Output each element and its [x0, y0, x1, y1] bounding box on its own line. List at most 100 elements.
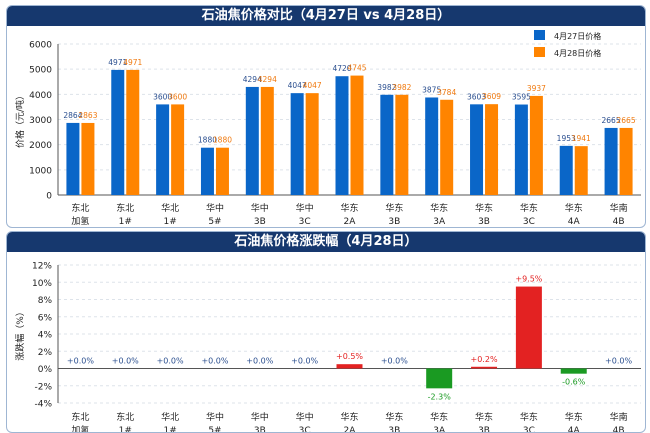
- data-label: +0.2%: [471, 355, 498, 364]
- x-tick-label: 华东: [520, 411, 538, 423]
- bar: [66, 122, 80, 195]
- y-tick-label: 2%: [38, 348, 53, 358]
- x-tick-label: 华东: [565, 202, 583, 214]
- bar: [425, 97, 439, 195]
- data-label: 3595: [512, 93, 531, 102]
- x-tick-label: 5#: [208, 217, 221, 227]
- y-tick-label: 12%: [32, 262, 52, 272]
- x-tick-label: 3C: [523, 426, 535, 432]
- x-tick-label: 华东: [340, 202, 358, 214]
- data-label: +9.5%: [515, 275, 542, 284]
- y-axis-label: 价格（元/吨）: [14, 91, 26, 148]
- x-tick-label: 1#: [163, 217, 176, 227]
- x-tick-label: 华中: [206, 411, 224, 423]
- bar: [350, 75, 364, 195]
- bar: [426, 368, 453, 389]
- legend-label: 4月27日价格: [554, 31, 601, 41]
- y-tick-label: -4%: [34, 400, 52, 410]
- price-comparison-chart: 0100020003000400050006000东北加氢东北1#华北1#华中5…: [14, 30, 641, 227]
- data-label: 1941: [572, 134, 591, 143]
- data-label: +0.0%: [291, 357, 318, 366]
- data-label: 3603: [467, 92, 486, 101]
- y-axis-label: 涨跌幅（%）: [14, 307, 26, 361]
- data-label: +0.0%: [67, 357, 94, 366]
- y-tick-label: 0: [46, 192, 52, 202]
- data-label: 3784: [437, 88, 456, 97]
- data-label: 3982: [377, 83, 396, 92]
- x-tick-label: 华北: [161, 411, 179, 423]
- x-tick-label: 加氢: [71, 215, 89, 227]
- bar: [559, 145, 573, 195]
- bar: [514, 104, 528, 195]
- x-tick-label: 华东: [475, 411, 493, 423]
- x-tick-label: 4B: [613, 217, 625, 227]
- data-label: 2863: [78, 111, 97, 120]
- bar: [485, 104, 499, 195]
- bar: [200, 147, 214, 195]
- data-label: 3875: [422, 85, 441, 94]
- x-tick-label: 加氢: [71, 424, 89, 432]
- data-label: 3609: [482, 92, 501, 101]
- bar: [619, 127, 633, 195]
- x-tick-label: 华东: [340, 411, 358, 423]
- data-label: 2665: [602, 116, 621, 125]
- bar: [126, 69, 140, 195]
- data-label: +0.0%: [112, 357, 139, 366]
- data-label: +0.0%: [381, 357, 408, 366]
- bar: [440, 99, 454, 195]
- bar: [604, 127, 618, 195]
- y-tick-label: -2%: [34, 382, 52, 392]
- x-tick-label: 3B: [478, 217, 490, 227]
- data-label: 2864: [63, 111, 82, 120]
- y-tick-label: 1000: [29, 166, 52, 176]
- x-tick-label: 东北: [71, 202, 89, 214]
- data-label: +0.0%: [201, 357, 228, 366]
- bar: [111, 69, 125, 195]
- data-label: 1880: [213, 136, 232, 145]
- y-tick-label: 8%: [38, 296, 53, 306]
- change-title: 石油焦价格涨跌幅（4月28日）: [7, 232, 645, 252]
- data-label: -2.3%: [428, 392, 452, 401]
- x-tick-label: 1#: [119, 217, 132, 227]
- x-tick-label: 华东: [475, 202, 493, 214]
- y-tick-label: 4000: [29, 91, 52, 101]
- data-label: 4971: [108, 58, 127, 67]
- x-tick-label: 华东: [520, 202, 538, 214]
- x-tick-label: 3C: [299, 217, 311, 227]
- y-tick-label: 10%: [32, 279, 52, 289]
- x-tick-label: 4B: [613, 426, 625, 432]
- x-tick-label: 3A: [433, 426, 446, 432]
- y-tick-label: 6000: [29, 41, 52, 51]
- bar: [171, 104, 185, 195]
- bar: [81, 122, 95, 195]
- bar: [305, 93, 319, 195]
- data-label: 4745: [347, 64, 366, 73]
- bar: [560, 368, 587, 374]
- x-tick-label: 华中: [251, 202, 269, 214]
- x-tick-label: 华中: [206, 202, 224, 214]
- x-tick-label: 3B: [388, 217, 400, 227]
- data-label: 4971: [123, 58, 142, 67]
- x-tick-label: 华东: [430, 202, 448, 214]
- bar: [470, 104, 484, 195]
- x-tick-label: 3B: [478, 426, 490, 432]
- bar: [529, 95, 543, 195]
- legend-swatch: [534, 47, 545, 57]
- bar: [515, 286, 542, 369]
- bar: [380, 94, 394, 195]
- data-label: +0.5%: [336, 352, 363, 361]
- x-tick-label: 3B: [388, 426, 400, 432]
- data-label: 3982: [392, 83, 411, 92]
- x-tick-label: 华北: [161, 202, 179, 214]
- y-tick-label: 3000: [29, 116, 52, 126]
- x-tick-label: 4A: [568, 426, 581, 432]
- y-tick-label: 6%: [38, 313, 53, 323]
- data-label: 4047: [288, 81, 307, 90]
- data-label: +0.0%: [157, 357, 184, 366]
- x-tick-label: 东北: [116, 202, 134, 214]
- data-label: +0.0%: [605, 357, 632, 366]
- bar: [245, 86, 259, 195]
- data-label: 4720: [332, 64, 351, 73]
- data-label: 1880: [198, 136, 217, 145]
- data-label: 4294: [258, 75, 277, 84]
